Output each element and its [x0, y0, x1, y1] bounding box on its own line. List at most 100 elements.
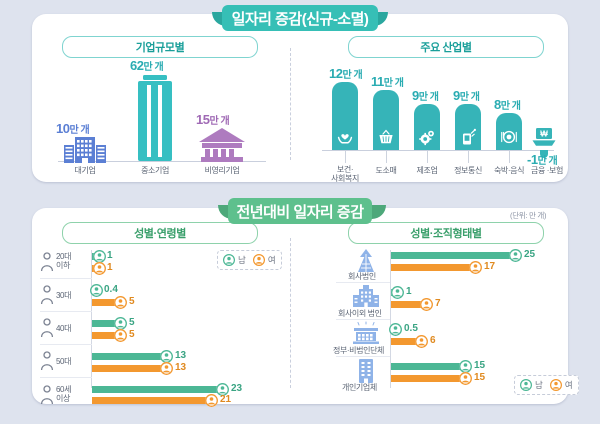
industry-tick-lodging	[509, 151, 510, 163]
plate-cutlery-icon	[500, 128, 518, 146]
gender-age-axis	[91, 250, 92, 388]
legend-male-icon	[222, 253, 236, 267]
value-female-corp: 17	[484, 261, 496, 272]
legend-female-label: 여	[564, 380, 573, 390]
row-label-line-1: 60세	[56, 385, 72, 394]
bar-male-individual	[391, 363, 465, 370]
value-label-jungso: 62만 개	[130, 58, 164, 73]
marker-female-age-30	[114, 296, 127, 309]
value-number-manufacturing: 9	[412, 88, 419, 103]
gears-icon	[418, 128, 436, 146]
category-label-ict: 정보통신	[454, 166, 482, 175]
row-label-age-30: 30대	[56, 291, 72, 300]
office-building-icon	[62, 137, 108, 163]
marker-female-age-40	[114, 329, 127, 342]
heart-hands-icon	[336, 128, 354, 146]
marker-male-individual	[459, 360, 472, 373]
category-label-manufacturing: 제조업	[416, 166, 438, 175]
value-male-corp: 25	[524, 249, 536, 260]
category-label-jungso: 중소기업	[141, 166, 169, 175]
tower-building-icon	[136, 75, 174, 161]
value-number-lodging: 8	[494, 97, 501, 112]
value-number-jungso: 62	[130, 58, 144, 73]
bar-female-gov	[391, 338, 421, 345]
value-female-gov: 6	[430, 335, 436, 346]
value-male-gov: 0.5	[404, 323, 418, 334]
skyscraper-icon	[352, 248, 380, 272]
value-number-biyeongri: 15	[196, 112, 210, 127]
row-separator	[40, 278, 92, 279]
value-male-noncorp: 1	[406, 286, 412, 297]
value-number-health: 12	[329, 66, 343, 81]
row-label-individual: 개인기업체	[342, 383, 377, 392]
value-female-age-30: 5	[129, 296, 135, 307]
pill-industry: 주요 산업별	[348, 36, 544, 58]
row-label-line-2: 이하	[56, 261, 70, 271]
marker-male-gov	[389, 323, 402, 336]
row-separator	[336, 282, 390, 283]
person-icon	[40, 351, 54, 371]
bar-female-age-30	[92, 299, 120, 306]
category-label-biyeongri: 비영리기업	[204, 166, 240, 175]
row-separator	[336, 319, 390, 320]
bar-female-age-60	[92, 397, 211, 404]
value-label-health: 12만 개	[329, 66, 363, 81]
gender-orgtype-axis	[390, 250, 391, 388]
row-label-gov: 정부·비법인단체	[333, 346, 384, 355]
value-female-age-20: 1	[107, 262, 113, 273]
value-label-manufacturing: 9만 개	[412, 88, 439, 103]
row-label-noncorp: 회사이외 법인	[338, 309, 382, 318]
government-building-icon	[352, 321, 380, 344]
legend-male-label: 남	[238, 255, 246, 265]
legend-male-label: 남	[535, 380, 543, 390]
won-laptop-icon: ₩	[531, 127, 557, 149]
row-separator	[336, 356, 390, 357]
value-label-daegieop: 10만 개	[56, 121, 90, 136]
value-label-finance: -1만 개	[527, 152, 558, 167]
bar-female-noncorp	[391, 301, 426, 308]
unit-note: (단위: 만 개)	[510, 211, 547, 220]
industry-tick-ict	[468, 151, 469, 163]
row-label-age-60: 60세 이상	[56, 385, 71, 403]
marker-female-corp	[469, 261, 482, 274]
marker-male-age-20	[93, 250, 106, 263]
category-label-lodging: 숙박·음식	[493, 166, 525, 175]
value-male-age-30: 0.4	[104, 284, 118, 295]
value-female-individual: 15	[474, 372, 486, 383]
value-label-lodging: 8만 개	[494, 97, 521, 112]
category-line-1: 보건·	[336, 165, 354, 174]
bottom-divider	[290, 238, 291, 388]
person-icon	[40, 385, 54, 405]
bar-male-age-40	[92, 320, 120, 327]
legend-gender-orgtype: 남 여	[514, 375, 579, 395]
value-number-finance: -1	[527, 152, 538, 167]
shopping-basket-icon	[377, 129, 395, 146]
category-label-health: 보건· 사회복지	[331, 165, 359, 183]
value-male-individual: 15	[474, 360, 486, 371]
value-female-age-40: 5	[129, 329, 135, 340]
value-number-ict: 9	[453, 88, 460, 103]
value-female-age-60: 21	[220, 394, 232, 405]
marker-male-corp	[509, 249, 522, 262]
row-label-line-2: 이상	[56, 394, 70, 404]
marker-male-age-60	[216, 383, 229, 396]
bar-female-corp	[391, 264, 475, 271]
top-divider	[290, 48, 291, 160]
value-female-noncorp: 7	[435, 298, 441, 309]
company-size-axis	[58, 161, 266, 162]
row-label-line-1: 20대	[56, 252, 72, 261]
bottom-section-title: 전년대비 일자리 증감	[228, 198, 372, 224]
bar-male-age-50	[92, 353, 166, 360]
row-separator	[40, 311, 92, 312]
pill-company-size: 기업규모별	[62, 36, 258, 58]
marker-female-gov	[415, 335, 428, 348]
row-separator	[40, 377, 92, 378]
category-line-2: 사회복지	[331, 174, 359, 184]
value-male-age-50: 13	[175, 350, 187, 361]
value-male-age-60: 23	[231, 383, 243, 394]
bar-male-age-60	[92, 386, 222, 393]
value-male-age-40: 5	[129, 317, 135, 328]
category-label-finance: 금융 ·보험	[531, 166, 563, 175]
single-building-icon	[357, 359, 375, 383]
value-female-age-50: 13	[175, 362, 187, 373]
